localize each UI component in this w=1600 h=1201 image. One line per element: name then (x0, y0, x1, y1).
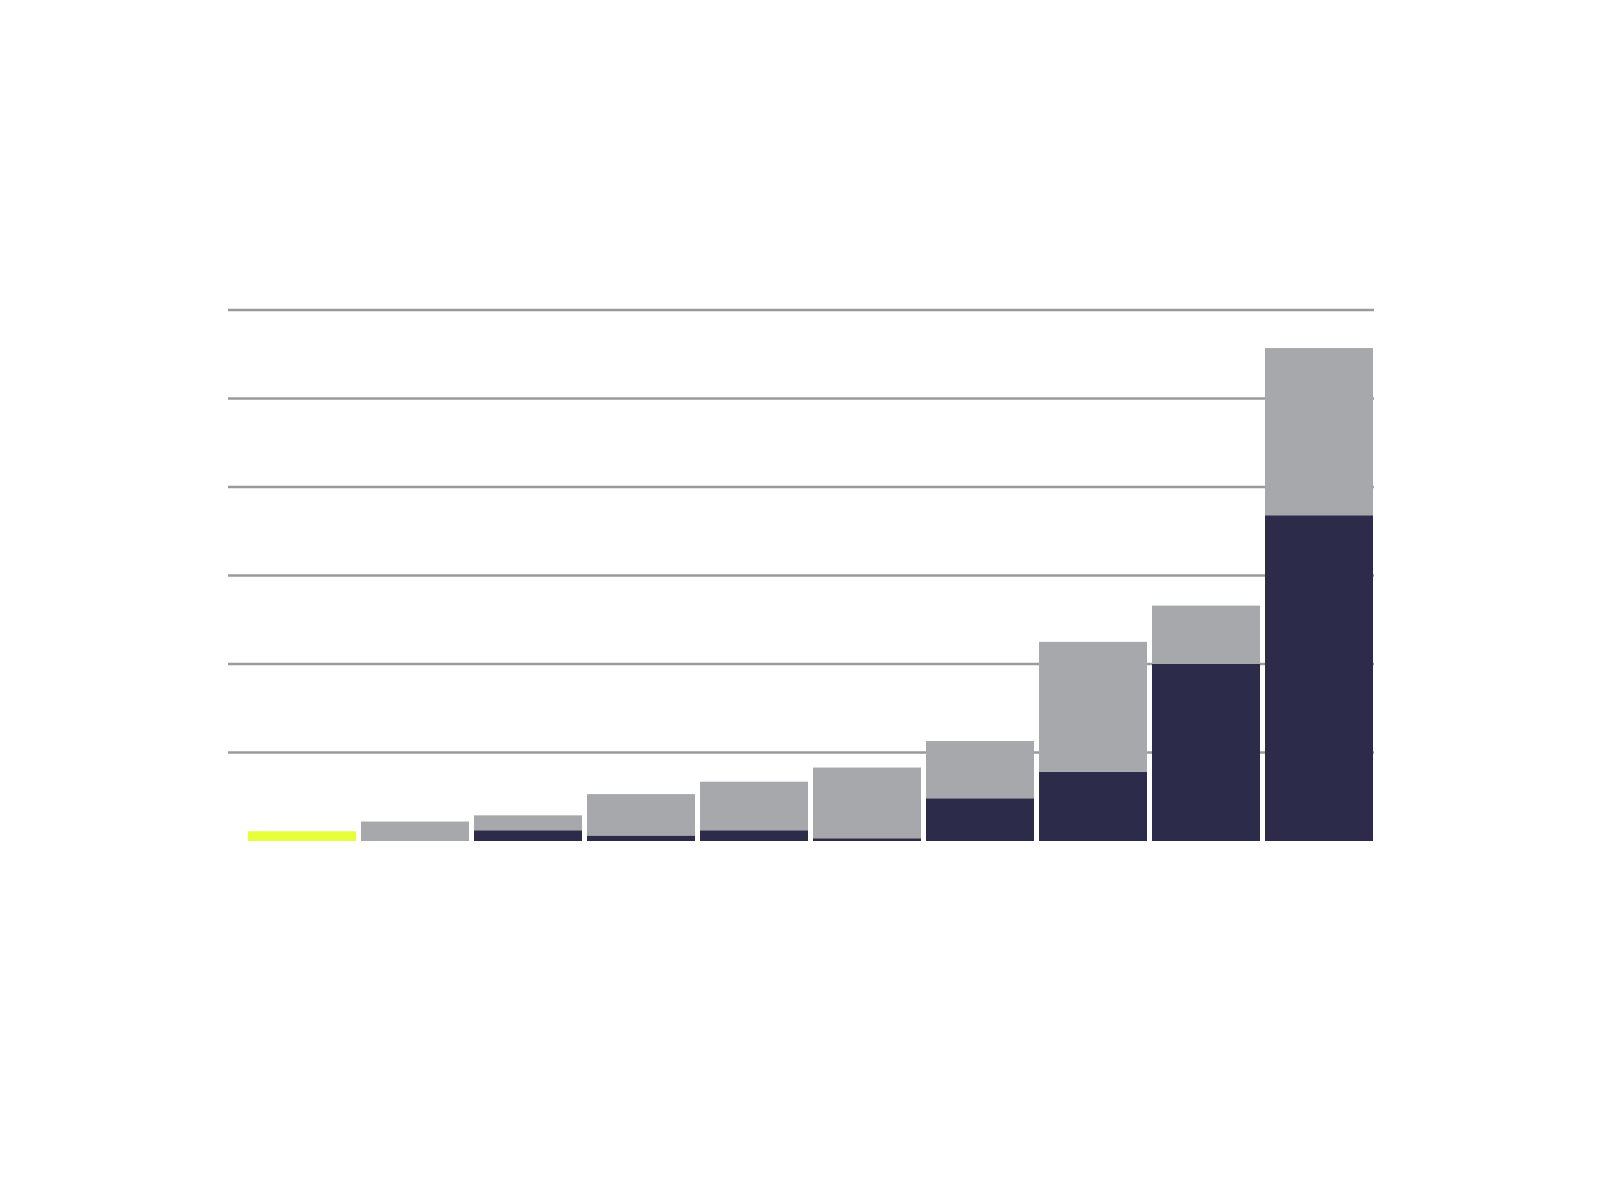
bar-7-series-2 (926, 740, 1034, 799)
bar-10-series-2 (1265, 348, 1373, 516)
bar-6-series-1 (813, 838, 921, 841)
bar-8-series-1 (1039, 771, 1147, 841)
bar-5-series-2 (700, 781, 808, 831)
bar-4-series-2 (587, 794, 695, 836)
bar-10-series-1 (1265, 515, 1373, 841)
bar-9-series-1 (1152, 664, 1260, 841)
bar-3-series-1 (474, 830, 582, 841)
bar-6-series-2 (813, 767, 921, 839)
bar-2-series-2 (361, 821, 469, 841)
bars (248, 348, 1373, 841)
bar-7-series-1 (926, 798, 1034, 841)
bar-4-series-1 (587, 835, 695, 841)
bar-5-series-1 (700, 830, 808, 841)
bar-8-series-2 (1039, 641, 1147, 772)
bar-9-series-2 (1152, 605, 1260, 664)
bar-3-series-2 (474, 815, 582, 831)
bar-1-series-3 (248, 831, 356, 841)
